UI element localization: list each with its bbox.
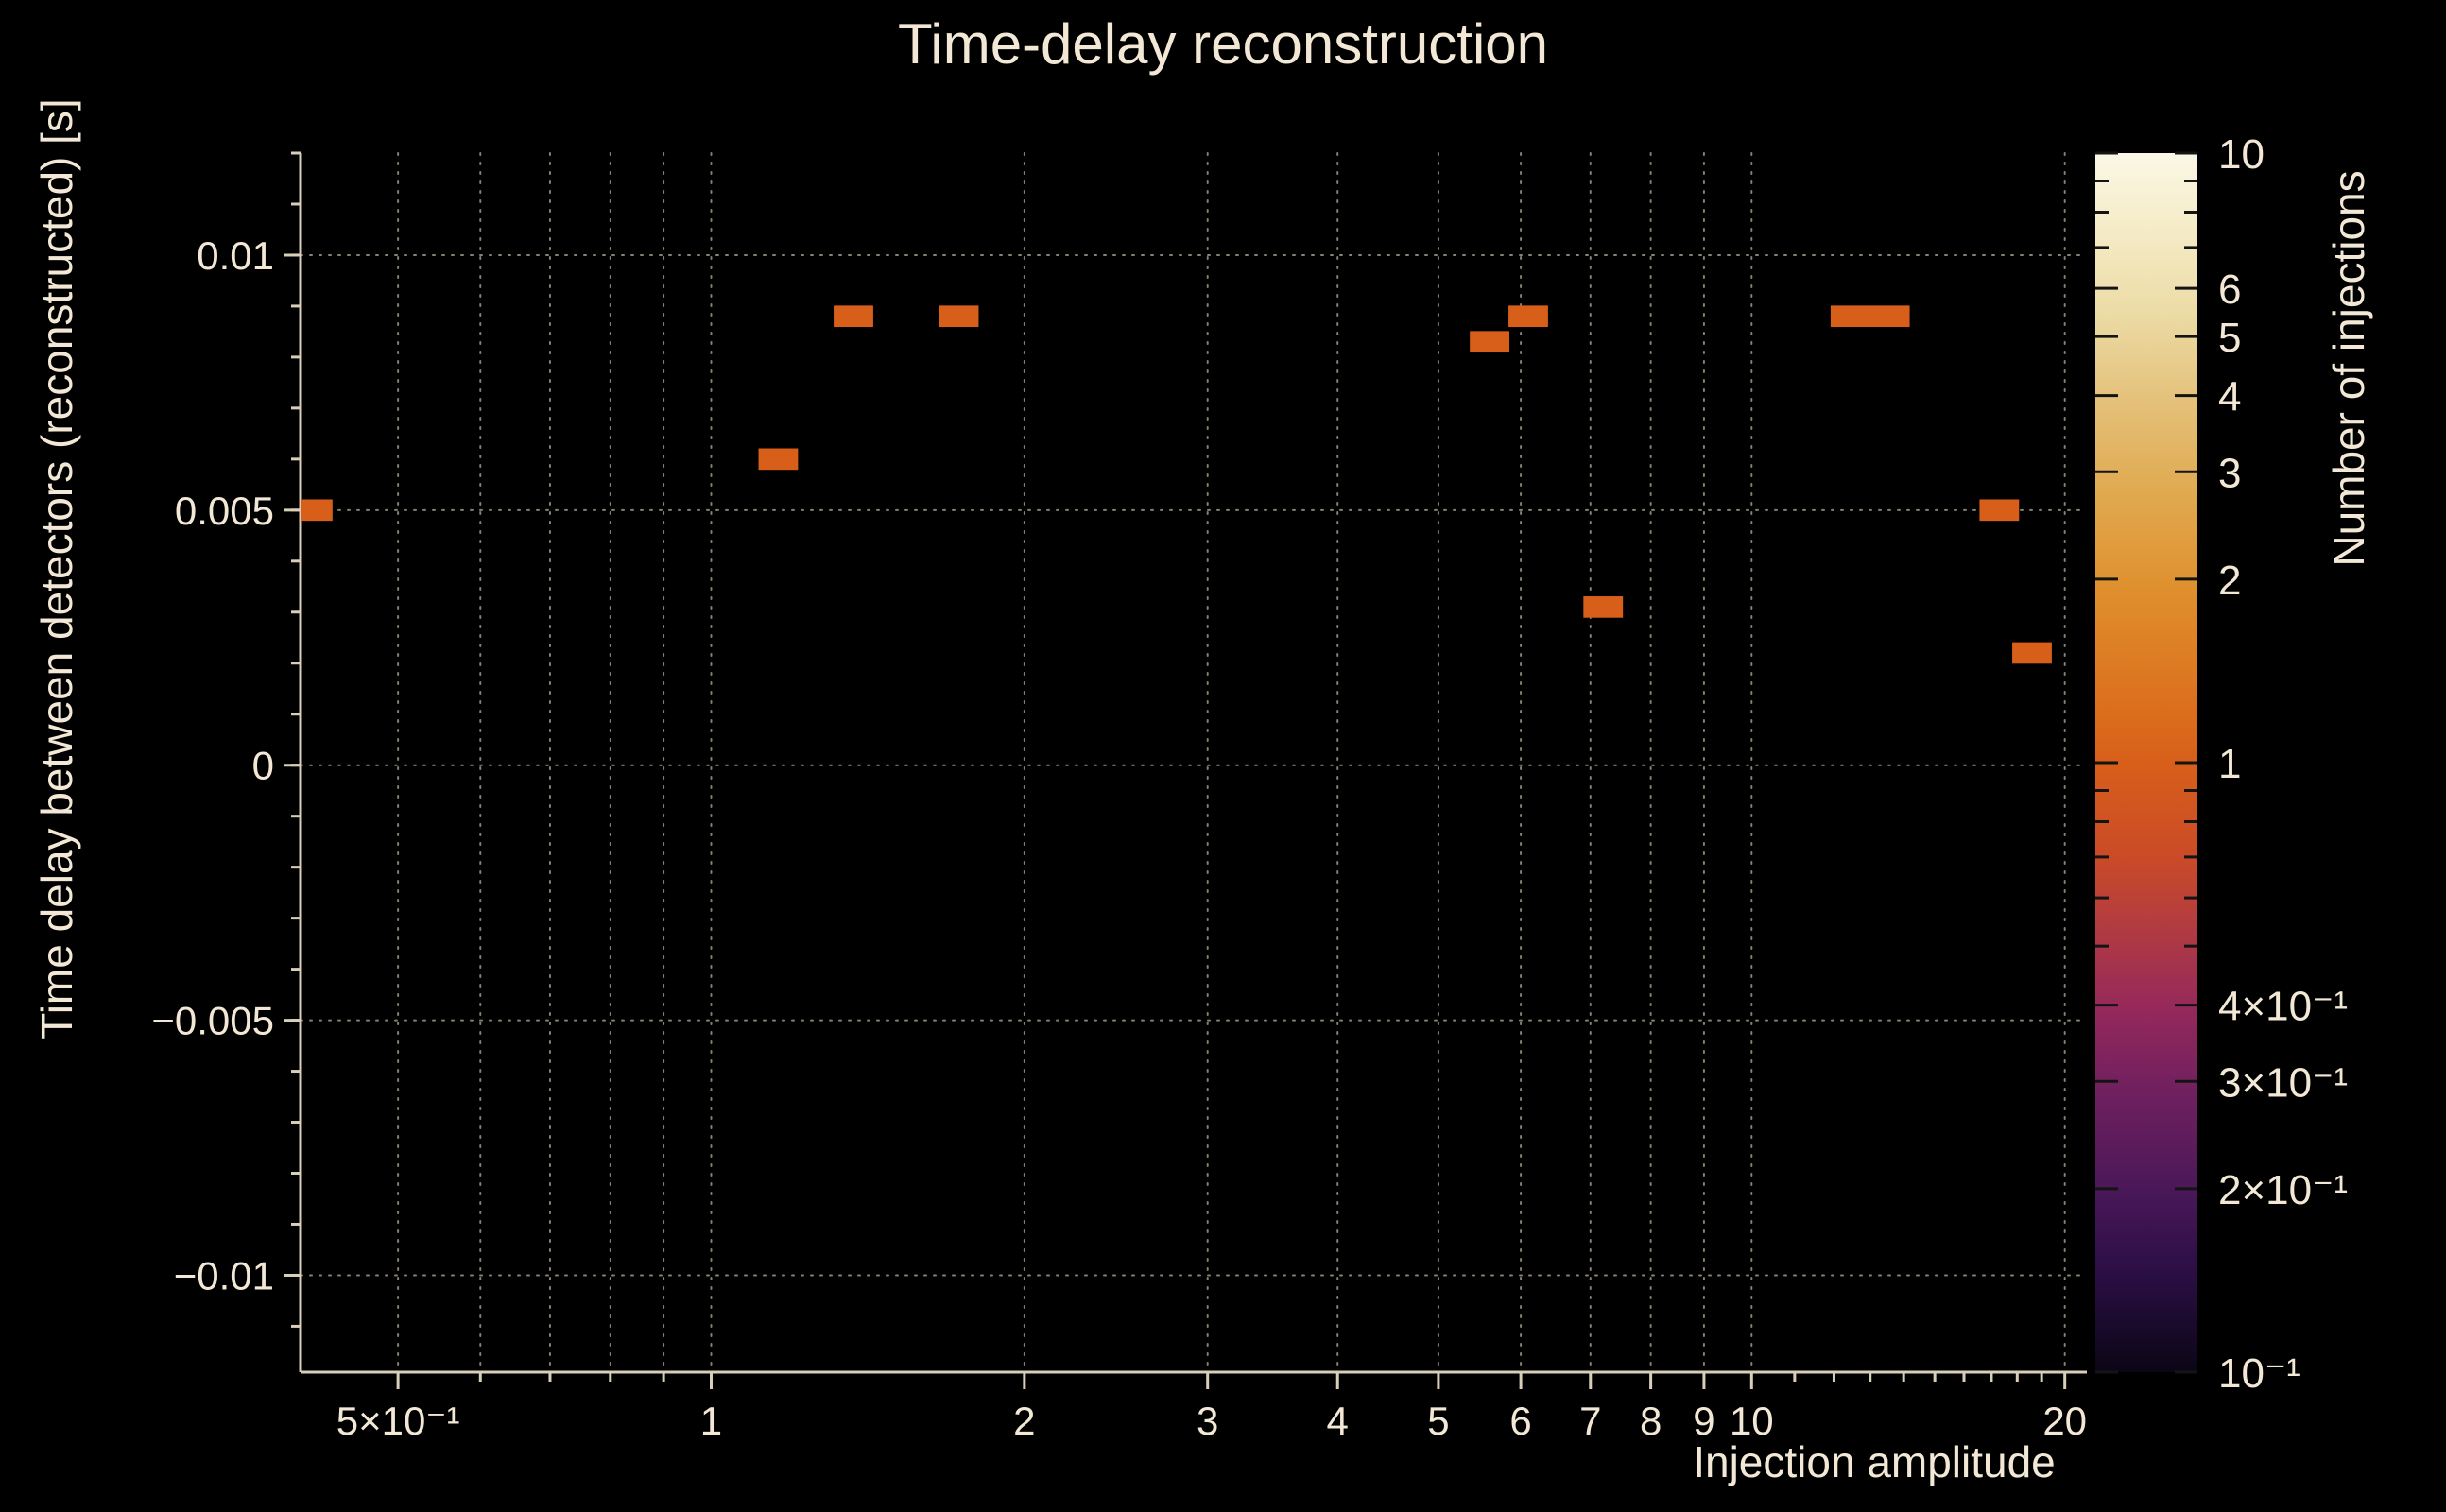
y-tick-label: 0.01 — [197, 233, 274, 278]
x-tick-label: 4 — [1327, 1399, 1349, 1443]
chart-title: Time-delay reconstruction — [897, 12, 1549, 76]
x-tick-label: 6 — [1509, 1399, 1531, 1443]
histogram-bin — [1508, 305, 1548, 328]
x-tick-label: 5 — [1427, 1399, 1449, 1443]
histogram-bin — [2012, 642, 2052, 664]
colorbar-tick-label: 5 — [2218, 315, 2241, 361]
x-tick-label: 7 — [1579, 1399, 1601, 1443]
x-axis-label: Injection amplitude — [1693, 1437, 2056, 1486]
colorbar-tick-label: 2×10⁻¹ — [2218, 1167, 2348, 1213]
histogram-bin — [1583, 596, 1624, 618]
x-tick-label: 3 — [1197, 1399, 1218, 1443]
x-tick-label: 1 — [700, 1399, 722, 1443]
colorbar-tick-label: 6 — [2218, 266, 2241, 313]
x-tick-label: 5×10⁻¹ — [336, 1399, 460, 1443]
y-tick-label: 0 — [252, 744, 274, 788]
x-tick-label: 9 — [1693, 1399, 1714, 1443]
colorbar-tick-label: 2 — [2218, 558, 2241, 604]
y-tick-label: 0.005 — [175, 489, 274, 533]
histogram-bin — [301, 499, 333, 522]
y-tick-label: −0.005 — [151, 999, 274, 1043]
x-tick-label: 2 — [1013, 1399, 1035, 1443]
histogram-bin — [758, 448, 799, 471]
histogram-bin — [1979, 499, 2020, 522]
x-tick-label: 8 — [1640, 1399, 1662, 1443]
colorbar-tick-label: 3×10⁻¹ — [2218, 1059, 2348, 1106]
colorbar-tick-label: 10⁻¹ — [2218, 1350, 2300, 1397]
colorbar-tick-label: 3 — [2218, 450, 2241, 496]
x-tick-label: 10 — [1730, 1399, 1774, 1443]
y-tick-label: −0.01 — [174, 1253, 274, 1297]
colorbar-label: Number of injections — [2324, 170, 2373, 567]
colorbar-tick-label: 4×10⁻¹ — [2218, 984, 2348, 1030]
colorbar-tick-label: 10 — [2218, 131, 2265, 178]
bins-layer — [301, 305, 2052, 664]
colorbar-tick-label: 4 — [2218, 374, 2241, 421]
colorbar-tick-label: 1 — [2218, 741, 2241, 787]
histogram-bin — [834, 305, 873, 328]
histogram-bin — [939, 305, 979, 328]
x-tick-label: 20 — [2042, 1399, 2087, 1443]
histogram-bin — [1830, 305, 1910, 328]
histogram-bin — [1470, 331, 1510, 353]
